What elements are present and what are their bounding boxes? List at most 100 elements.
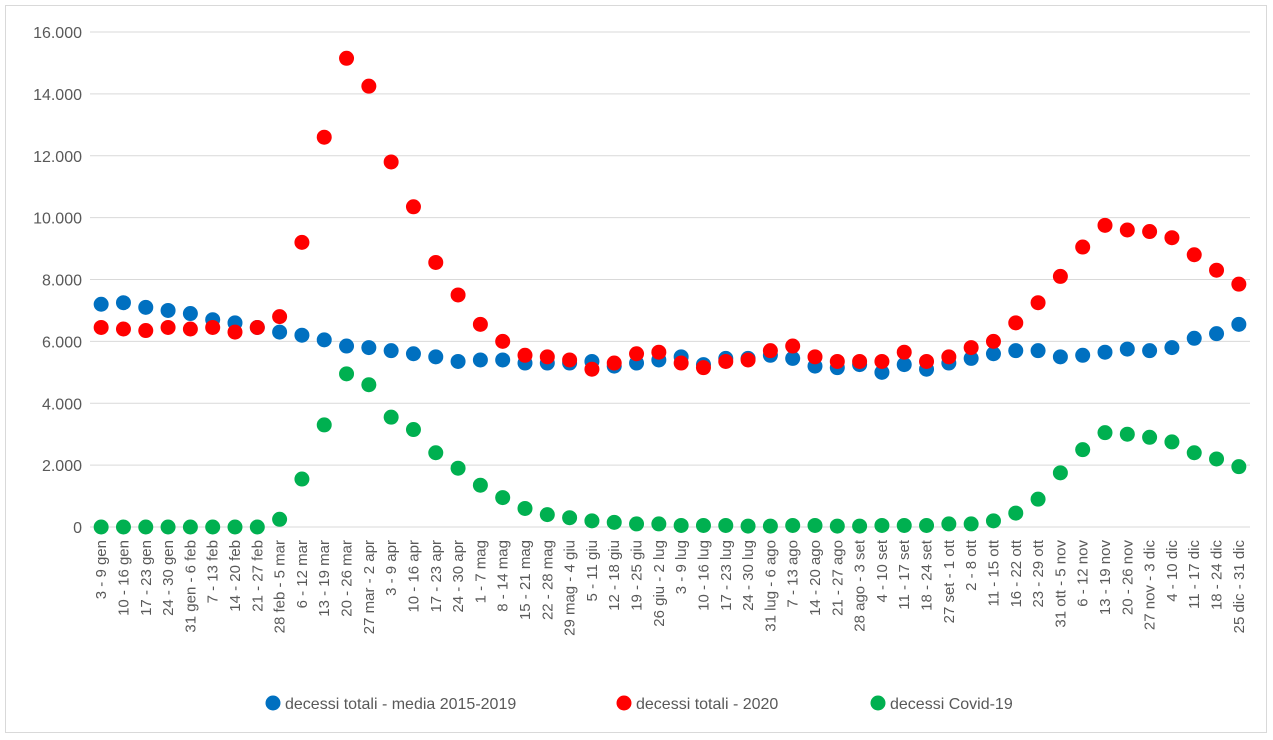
data-point <box>762 518 778 534</box>
x-tick-label: 7 - 13 ago <box>785 540 802 608</box>
data-point <box>1119 222 1135 238</box>
data-point <box>1097 217 1113 233</box>
data-point <box>495 490 511 506</box>
x-tick-label: 11 - 17 dic <box>1186 540 1203 609</box>
data-point <box>249 319 265 335</box>
data-point <box>785 517 801 533</box>
data-point <box>985 513 1001 529</box>
data-point <box>1030 295 1046 311</box>
data-point <box>1164 230 1180 246</box>
x-tick-label: 15 - 21 mag <box>517 540 534 620</box>
data-point <box>584 513 600 529</box>
data-point <box>428 445 444 461</box>
data-point <box>539 349 555 365</box>
data-point <box>138 323 154 339</box>
data-point <box>584 361 600 377</box>
data-point <box>896 344 912 360</box>
x-tick-label: 24 - 30 gen <box>160 540 177 616</box>
y-tick-label: 16.000 <box>33 25 82 42</box>
data-point <box>874 517 890 533</box>
x-tick-label: 3 - 9 apr <box>383 540 400 596</box>
data-point <box>160 519 176 535</box>
data-point <box>985 333 1001 349</box>
x-tick-label: 18 - 24 set <box>919 539 936 611</box>
x-tick-label: 20 - 26 mar <box>339 540 356 617</box>
x-tick-label: 24 - 30 apr <box>450 540 467 613</box>
data-point <box>115 295 131 311</box>
data-point <box>1209 451 1225 467</box>
data-point <box>1231 316 1247 332</box>
data-point <box>695 517 711 533</box>
x-tick-label: 10 - 16 gen <box>115 540 132 616</box>
x-tick-label: 11 - 17 set <box>896 539 913 610</box>
y-tick-label: 14.000 <box>33 87 82 104</box>
data-point <box>919 353 935 369</box>
x-tick-label: 19 - 25 giu <box>629 540 646 611</box>
data-point <box>316 129 332 145</box>
x-tick-label: 6 - 12 mar <box>294 540 311 608</box>
x-tick-label: 13 - 19 mar <box>316 540 333 617</box>
data-point <box>450 353 466 369</box>
x-tick-label: 2 - 8 ott <box>963 539 980 591</box>
data-point <box>1186 445 1202 461</box>
data-point <box>1030 343 1046 359</box>
data-point <box>695 360 711 376</box>
data-point <box>316 417 332 433</box>
data-point <box>1164 434 1180 450</box>
data-point <box>941 349 957 365</box>
data-point <box>361 340 377 356</box>
x-tick-label: 27 nov - 3 dic <box>1142 540 1159 631</box>
x-tick-label: 21 - 27 feb <box>249 540 266 612</box>
x-tick-label: 27 mar - 2 apr <box>361 540 378 634</box>
x-tick-label: 12 - 18 giu <box>606 540 623 611</box>
data-point <box>339 338 355 354</box>
data-point <box>606 514 622 530</box>
x-tick-label: 17 - 23 lug <box>718 540 735 611</box>
data-point <box>472 477 488 493</box>
data-point <box>762 343 778 359</box>
data-point <box>718 353 734 369</box>
data-point <box>428 349 444 365</box>
data-point <box>1075 239 1091 255</box>
data-point <box>1142 343 1158 359</box>
data-point <box>829 518 845 534</box>
x-tick-label: 28 feb - 5 mar <box>272 540 289 633</box>
data-point <box>495 333 511 349</box>
x-tick-label: 31 gen - 6 feb <box>182 540 199 633</box>
data-point <box>874 353 890 369</box>
data-point <box>383 154 399 170</box>
data-point <box>651 344 667 360</box>
legend-marker <box>870 695 886 711</box>
data-point <box>383 409 399 425</box>
data-point <box>629 346 645 362</box>
gridlines <box>90 31 1250 528</box>
x-tick-label: 16 - 22 ott <box>1008 539 1025 607</box>
x-tick-label: 17 - 23 gen <box>138 540 155 616</box>
x-tick-label: 31 ott - 5 nov <box>1052 540 1069 628</box>
data-point <box>1142 224 1158 240</box>
data-point <box>562 510 578 526</box>
data-point <box>1075 347 1091 363</box>
x-tick-label: 5 - 11 giu <box>584 540 601 601</box>
data-point <box>405 422 421 438</box>
data-point <box>160 319 176 335</box>
data-point <box>517 500 533 516</box>
x-tick-label: 7 - 13 feb <box>205 540 222 603</box>
data-point <box>629 516 645 532</box>
data-point <box>740 518 756 534</box>
data-point <box>272 324 288 340</box>
data-point <box>852 518 868 534</box>
y-tick-label: 12.000 <box>33 149 82 166</box>
data-point <box>93 519 109 535</box>
x-tick-label: 27 set - 1 ott <box>941 539 958 623</box>
data-point <box>1030 491 1046 507</box>
data-point <box>294 327 310 343</box>
data-point <box>1008 343 1024 359</box>
data-point <box>874 364 890 380</box>
series-1 <box>93 50 1247 377</box>
x-tick-label: 21 - 27 ago <box>829 540 846 616</box>
x-tick-label: 25 dic - 31 dic <box>1231 540 1248 634</box>
data-point <box>227 519 243 535</box>
x-tick-label: 3 - 9 gen <box>93 540 110 599</box>
